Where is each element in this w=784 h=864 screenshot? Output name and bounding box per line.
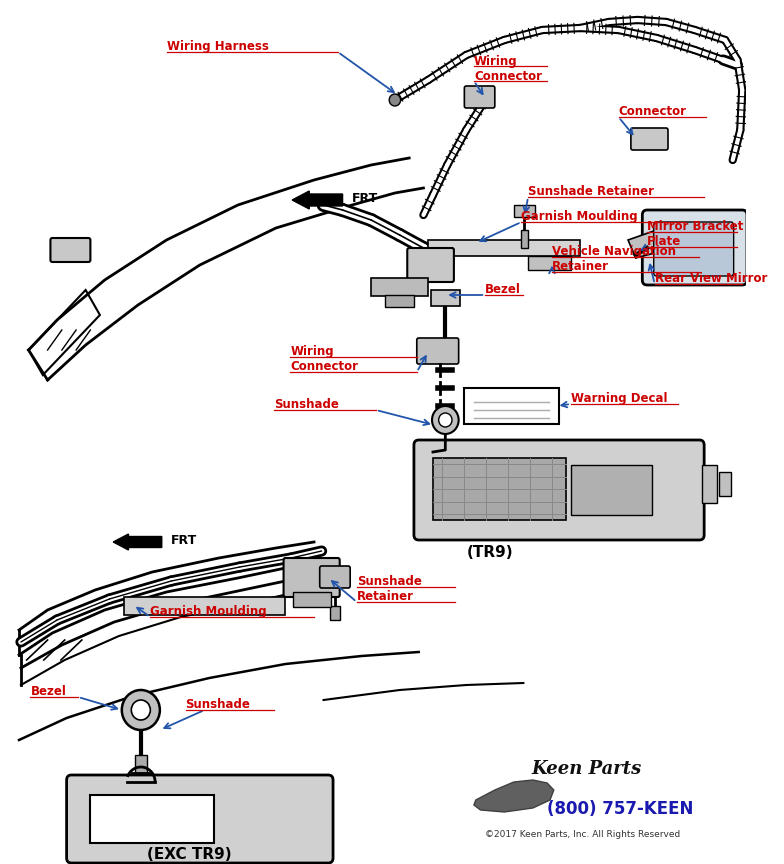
FancyBboxPatch shape [464, 388, 558, 424]
Text: Keen Parts: Keen Parts [531, 760, 641, 778]
Text: Connector: Connector [619, 105, 687, 118]
Text: Sunshade: Sunshade [186, 698, 250, 711]
FancyBboxPatch shape [464, 86, 495, 108]
Text: Vehicle Navigation: Vehicle Navigation [552, 245, 676, 258]
Bar [293, 592, 331, 607]
Bar [720, 472, 731, 496]
Text: ©2017 Keen Parts, Inc. All Rights Reserved: ©2017 Keen Parts, Inc. All Rights Reserv… [485, 830, 681, 839]
FancyBboxPatch shape [631, 128, 668, 150]
Circle shape [432, 406, 459, 434]
Text: Retainer: Retainer [357, 590, 414, 603]
FancyBboxPatch shape [320, 566, 350, 588]
Text: Plate: Plate [647, 235, 681, 248]
Bar [135, 755, 147, 773]
Text: Wiring Harness: Wiring Harness [166, 40, 268, 53]
Text: (EXC TR9): (EXC TR9) [147, 847, 232, 862]
Text: Connector: Connector [474, 70, 542, 83]
Text: Retainer: Retainer [552, 260, 609, 273]
Text: Sunshade Retainer: Sunshade Retainer [528, 185, 654, 198]
FancyArrow shape [113, 534, 162, 550]
Text: Mirror Bracket: Mirror Bracket [647, 220, 743, 233]
Text: (TR9): (TR9) [466, 545, 513, 560]
Bar [571, 465, 652, 515]
FancyBboxPatch shape [407, 248, 454, 282]
Circle shape [131, 700, 151, 720]
Text: FRT: FRT [171, 533, 198, 547]
Bar [330, 606, 339, 620]
FancyBboxPatch shape [417, 338, 459, 364]
Text: Garnish Moulding: Garnish Moulding [521, 210, 638, 223]
Text: Connector: Connector [290, 360, 358, 373]
FancyArrow shape [292, 191, 343, 209]
Text: Sunshade: Sunshade [357, 575, 422, 588]
Text: Garnish Moulding: Garnish Moulding [151, 605, 267, 618]
FancyBboxPatch shape [67, 775, 333, 863]
Bar [702, 465, 717, 503]
Bar [371, 278, 428, 296]
Bar [428, 240, 580, 256]
FancyBboxPatch shape [414, 440, 704, 540]
Text: FRT: FRT [352, 192, 379, 205]
Text: Bezel: Bezel [485, 283, 521, 296]
Circle shape [439, 413, 452, 427]
Text: Warning Decal: Warning Decal [571, 392, 667, 405]
Polygon shape [474, 780, 554, 812]
Bar [124, 597, 285, 615]
Text: Sunshade: Sunshade [274, 398, 339, 411]
FancyBboxPatch shape [50, 238, 90, 262]
Text: Wiring: Wiring [290, 345, 334, 358]
Text: Rear View Mirror: Rear View Mirror [655, 272, 767, 285]
Text: Bezel: Bezel [31, 685, 67, 698]
Circle shape [122, 690, 160, 730]
Bar [90, 795, 214, 843]
Polygon shape [628, 230, 666, 258]
Bar [386, 295, 414, 307]
Text: Wiring: Wiring [474, 55, 517, 68]
Bar [431, 290, 459, 306]
Text: (800) 757-KEEN: (800) 757-KEEN [547, 800, 694, 818]
Ellipse shape [389, 94, 401, 106]
FancyBboxPatch shape [284, 558, 339, 597]
Bar [521, 230, 528, 248]
Bar [528, 256, 571, 270]
Bar [514, 205, 535, 217]
Bar [433, 458, 566, 520]
FancyBboxPatch shape [654, 222, 734, 276]
FancyBboxPatch shape [642, 210, 747, 285]
